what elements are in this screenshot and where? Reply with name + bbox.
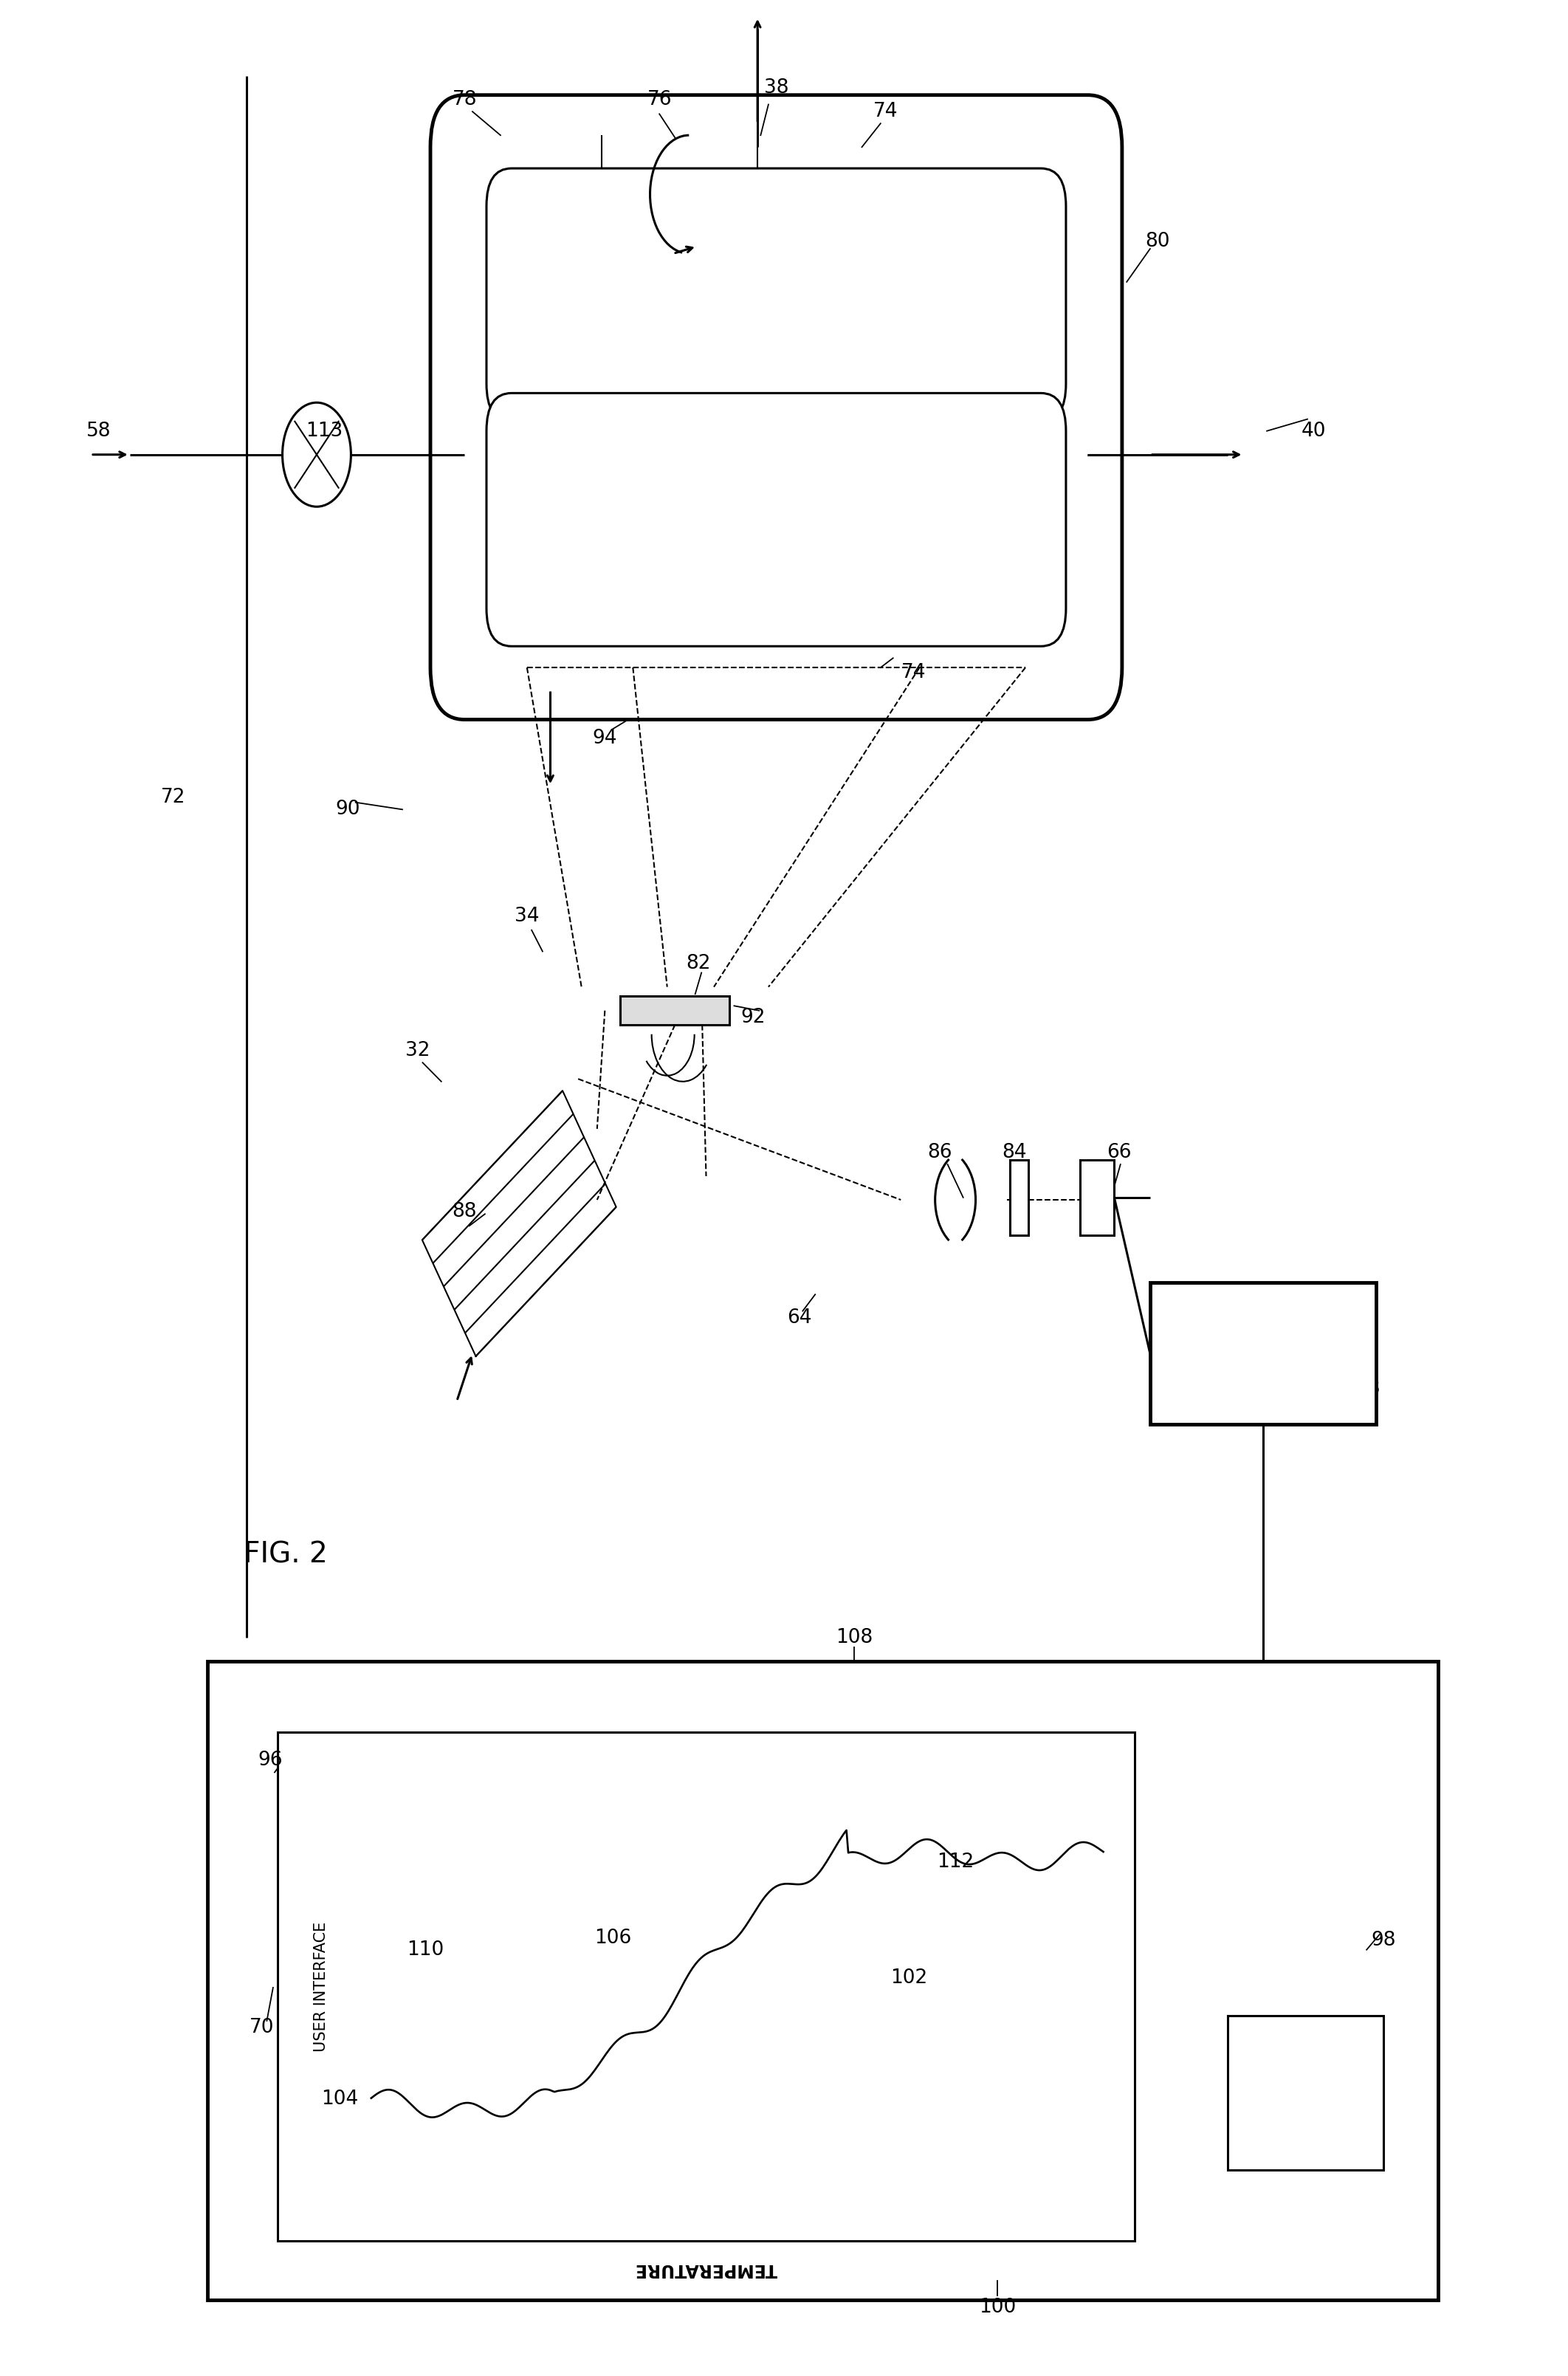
Text: 74: 74 xyxy=(873,102,897,121)
Text: 74: 74 xyxy=(902,663,925,682)
Text: 38: 38 xyxy=(764,78,789,97)
Bar xyxy=(278,1732,1135,2241)
Text: 78: 78 xyxy=(452,90,477,109)
Text: USER INTERFACE: USER INTERFACE xyxy=(314,1922,329,2050)
Text: ALARM: ALARM xyxy=(1273,2119,1338,2134)
Text: TEMPERATURE: TEMPERATURE xyxy=(635,2260,778,2279)
Text: 68: 68 xyxy=(1356,1380,1380,1399)
Bar xyxy=(1228,2015,1383,2169)
Text: TIME: TIME xyxy=(1286,2060,1325,2074)
Bar xyxy=(207,1661,1438,2300)
Text: FIG. 2: FIG. 2 xyxy=(243,1540,328,1568)
Text: 108: 108 xyxy=(836,1628,873,1647)
Text: 72: 72 xyxy=(162,789,185,808)
FancyBboxPatch shape xyxy=(430,95,1123,720)
Text: 34: 34 xyxy=(514,905,539,927)
Text: 110: 110 xyxy=(408,1941,444,1960)
Bar xyxy=(1149,1283,1377,1426)
Text: 70: 70 xyxy=(249,2017,274,2039)
Text: 104: 104 xyxy=(321,2089,359,2108)
Bar xyxy=(1010,1159,1029,1236)
Text: 76: 76 xyxy=(648,90,671,109)
Text: 112: 112 xyxy=(936,1853,974,1872)
Text: 80: 80 xyxy=(1146,233,1170,252)
Text: 88: 88 xyxy=(452,1202,477,1221)
Text: 66: 66 xyxy=(1107,1143,1131,1162)
Text: 100: 100 xyxy=(978,2298,1016,2317)
Text: CONTROLLER: CONTROLLER xyxy=(1195,1345,1331,1361)
Text: 40: 40 xyxy=(1301,421,1327,440)
Text: 102: 102 xyxy=(891,1970,927,1989)
Text: 64: 64 xyxy=(787,1309,812,1328)
Text: 84: 84 xyxy=(1002,1143,1027,1162)
Text: 96: 96 xyxy=(257,1751,282,1770)
Text: 32: 32 xyxy=(406,1041,430,1060)
Bar xyxy=(621,996,729,1024)
FancyBboxPatch shape xyxy=(486,392,1066,646)
FancyBboxPatch shape xyxy=(486,169,1066,421)
Text: 94: 94 xyxy=(593,729,618,748)
Text: 86: 86 xyxy=(927,1143,952,1162)
Text: 98: 98 xyxy=(1372,1932,1396,1951)
Text: 106: 106 xyxy=(594,1929,632,1948)
Text: 82: 82 xyxy=(685,953,710,972)
Text: 58: 58 xyxy=(86,421,111,440)
Text: 92: 92 xyxy=(740,1007,765,1026)
Text: 90: 90 xyxy=(336,801,361,820)
Text: 113: 113 xyxy=(306,421,343,440)
Bar xyxy=(1080,1159,1115,1236)
